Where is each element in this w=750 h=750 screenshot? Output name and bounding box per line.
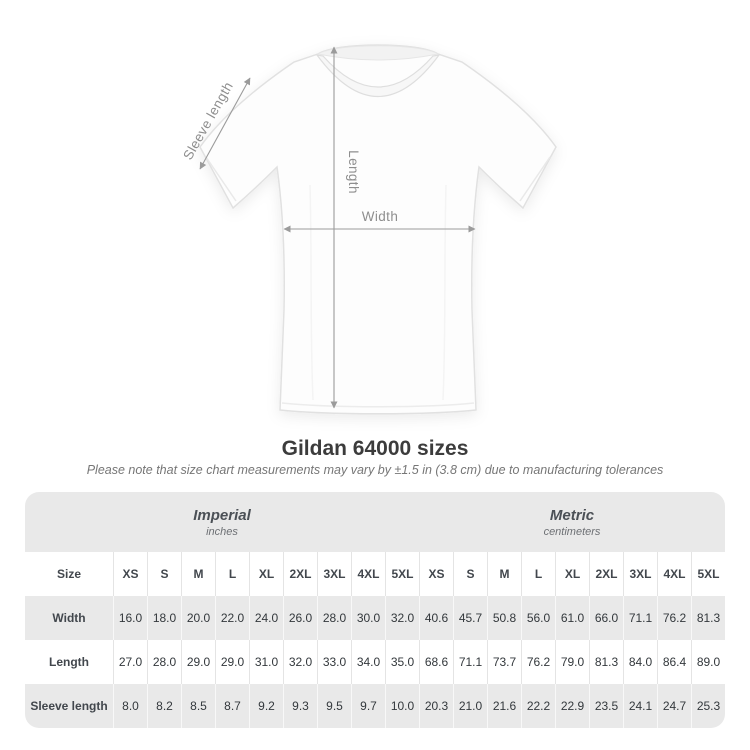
value-cell-imperial: 33.0 — [317, 640, 351, 684]
value-cell-imperial: 18.0 — [147, 596, 181, 640]
size-col-header: 2XL — [589, 552, 623, 596]
value-cell-imperial: 22.0 — [215, 596, 249, 640]
value-cell-metric: 76.2 — [521, 640, 555, 684]
row-label: Width — [52, 611, 86, 625]
shirt-figure: Sleeve length Length Width — [180, 44, 557, 415]
value-cell-metric: 71.1 — [453, 640, 487, 684]
value-cell-metric: 23.5 — [589, 684, 623, 728]
unit-header-imperial: Imperial inches — [25, 492, 419, 552]
value-cell-imperial: 27.0 — [113, 640, 147, 684]
value-cell-metric: 89.0 — [691, 640, 725, 684]
size-col-header: M — [181, 552, 215, 596]
row-label: Length — [49, 655, 89, 669]
value-cell-metric: 81.3 — [691, 596, 725, 640]
size-col-header: L — [215, 552, 249, 596]
value-cell-metric: 20.3 — [419, 684, 453, 728]
value-cell-imperial: 8.7 — [215, 684, 249, 728]
sleeve-length-arrow — [199, 77, 251, 170]
value-cell-imperial: 29.0 — [181, 640, 215, 684]
value-cell-metric: 76.2 — [657, 596, 691, 640]
size-col-header: XL — [555, 552, 589, 596]
value-cell-imperial: 8.0 — [113, 684, 147, 728]
value-cell-imperial: 29.0 — [215, 640, 249, 684]
size-col-header: XL — [249, 552, 283, 596]
value-cell-metric: 79.0 — [555, 640, 589, 684]
size-col-header: 5XL — [385, 552, 419, 596]
value-cell-imperial: 34.0 — [351, 640, 385, 684]
value-cell-metric: 66.0 — [589, 596, 623, 640]
size-col-header: 4XL — [657, 552, 691, 596]
table-row-width: Width 16.0 18.0 20.0 22.0 24.0 26.0 28.0 30.0 32.… — [25, 596, 725, 640]
size-col-header: XS — [419, 552, 453, 596]
value-cell-imperial: 32.0 — [283, 640, 317, 684]
size-col-header: 5XL — [691, 552, 725, 596]
value-cell-metric: 56.0 — [521, 596, 555, 640]
value-cell-metric: 24.7 — [657, 684, 691, 728]
row-label: Sleeve length — [30, 699, 108, 713]
value-cell-metric: 21.0 — [453, 684, 487, 728]
value-cell-imperial: 10.0 — [385, 684, 419, 728]
size-header-row: Size XS S M L XL 2XL 3XL 4XL 5XL XS S M L XL 2XL 3XL 4XL… — [25, 552, 725, 596]
value-cell-metric: 71.1 — [623, 596, 657, 640]
value-cell-imperial: 24.0 — [249, 596, 283, 640]
length-label: Length — [346, 150, 361, 194]
size-corner-label: Size — [56, 567, 81, 581]
page-subtitle: Please note that size chart measurements… — [86, 463, 664, 477]
value-cell-metric: 22.2 — [521, 684, 555, 728]
value-cell-metric: 86.4 — [657, 640, 691, 684]
unit-name-metric: Metric — [549, 506, 595, 524]
size-col-header: 3XL — [317, 552, 351, 596]
width-label: Width — [362, 209, 399, 224]
size-col-header: S — [147, 552, 181, 596]
value-cell-metric: 73.7 — [487, 640, 521, 684]
value-cell-metric: 61.0 — [555, 596, 589, 640]
size-col-header: S — [453, 552, 487, 596]
value-cell-metric: 40.6 — [419, 596, 453, 640]
value-cell-imperial: 28.0 — [147, 640, 181, 684]
value-cell-metric: 22.9 — [555, 684, 589, 728]
unit-sub-imperial: inches — [206, 525, 238, 538]
value-cell-imperial: 20.0 — [181, 596, 215, 640]
value-cell-metric: 68.6 — [419, 640, 453, 684]
value-cell-imperial: 35.0 — [385, 640, 419, 684]
value-cell-imperial: 9.5 — [317, 684, 351, 728]
size-col-header: 4XL — [351, 552, 385, 596]
value-cell-metric: 45.7 — [453, 596, 487, 640]
size-col-header: 2XL — [283, 552, 317, 596]
table-row-sleeve-length: Sleeve length 8.0 8.2 8.5 8.7 9.2 9.3 9.5 9.7 10.… — [25, 684, 725, 728]
value-cell-metric: 25.3 — [691, 684, 725, 728]
value-cell-imperial: 26.0 — [283, 596, 317, 640]
value-cell-imperial: 30.0 — [351, 596, 385, 640]
size-table: Imperial inches Metric centimeters Size … — [25, 492, 725, 728]
value-cell-imperial: 8.2 — [147, 684, 181, 728]
size-col-header: M — [487, 552, 521, 596]
unit-header-metric: Metric centimeters — [419, 492, 725, 552]
value-cell-metric: 84.0 — [623, 640, 657, 684]
value-cell-imperial: 9.2 — [249, 684, 283, 728]
value-cell-imperial: 32.0 — [385, 596, 419, 640]
collar-back — [316, 45, 440, 61]
value-cell-imperial: 9.3 — [283, 684, 317, 728]
size-col-header: XS — [113, 552, 147, 596]
value-cell-imperial: 31.0 — [249, 640, 283, 684]
unit-header-band: Imperial inches Metric centimeters — [25, 492, 725, 552]
table-row-length: Length 27.0 28.0 29.0 29.0 31.0 32.0 33.0 34.0 35… — [25, 640, 725, 684]
size-col-header: 3XL — [623, 552, 657, 596]
unit-sub-metric: centimeters — [543, 525, 601, 538]
collar-band — [315, 54, 441, 98]
value-cell-imperial: 28.0 — [317, 596, 351, 640]
value-cell-imperial: 16.0 — [113, 596, 147, 640]
value-cell-metric: 81.3 — [589, 640, 623, 684]
value-cell-metric: 24.1 — [623, 684, 657, 728]
size-table-body: Width 16.0 18.0 20.0 22.0 24.0 26.0 28.0 30.0 32.… — [25, 596, 725, 728]
value-cell-metric: 21.6 — [487, 684, 521, 728]
size-col-header: L — [521, 552, 555, 596]
page-title: Gildan 64000 sizes — [281, 437, 469, 460]
value-cell-imperial: 9.7 — [351, 684, 385, 728]
unit-name-imperial: Imperial — [193, 506, 251, 524]
value-cell-metric: 50.8 — [487, 596, 521, 640]
value-cell-imperial: 8.5 — [181, 684, 215, 728]
